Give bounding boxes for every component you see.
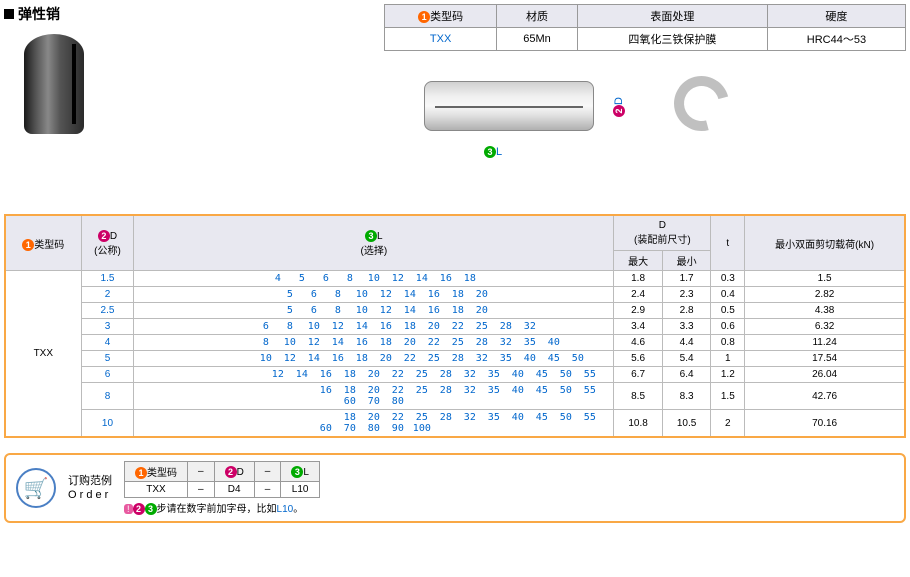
- t-cell: 1.5: [711, 383, 745, 410]
- l-cell: 182022252832354045505560708090100: [134, 410, 614, 438]
- l-cell: 568101214161820: [134, 287, 614, 303]
- dmax-cell: 2.4: [614, 287, 663, 303]
- l-cell: 568101214161820: [134, 303, 614, 319]
- d-cell: 3: [81, 319, 134, 335]
- dimension-L: 3L: [484, 146, 502, 158]
- order-example-box: 🛒 订购范例 O r d e r 1类型码 – 2D – 3L TXX – D4…: [4, 453, 906, 523]
- l-cell: 45681012141618: [134, 271, 614, 287]
- d-cell: 2.5: [81, 303, 134, 319]
- dmin-cell: 2.3: [662, 287, 711, 303]
- pin-side-view: [424, 81, 594, 131]
- s-cell: 11.24: [745, 335, 905, 351]
- l-cell: 8101214161820222528323540: [134, 335, 614, 351]
- s-cell: 17.54: [745, 351, 905, 367]
- pin-image: [24, 34, 84, 134]
- dmin-cell: 3.3: [662, 319, 711, 335]
- pin-end-view: [664, 66, 739, 141]
- dmin-cell: 8.3: [662, 383, 711, 410]
- l-cell: 161820222528323540455055607080: [134, 383, 614, 410]
- s-cell: 70.16: [745, 410, 905, 438]
- cart-icon: 🛒: [16, 468, 56, 508]
- dmin-cell: 10.5: [662, 410, 711, 438]
- note-badge-icon: !: [124, 504, 133, 514]
- order-note: !23步请在数字前加字母，比如L10。: [124, 500, 320, 515]
- dmin-cell: 1.7: [662, 271, 711, 287]
- s-cell: 2.82: [745, 287, 905, 303]
- t-cell: 1: [711, 351, 745, 367]
- dmax-cell: 2.9: [614, 303, 663, 319]
- dmax-cell: 6.7: [614, 367, 663, 383]
- order-label: 订购范例 O r d e r: [68, 474, 112, 503]
- s-cell: 1.5: [745, 271, 905, 287]
- dmin-cell: 2.8: [662, 303, 711, 319]
- t-cell: 0.8: [711, 335, 745, 351]
- d-cell: 4: [81, 335, 134, 351]
- dmax-cell: 3.4: [614, 319, 663, 335]
- d-cell: 10: [81, 410, 134, 438]
- title-marker: [4, 9, 14, 19]
- type-code-cell: TXX: [5, 271, 81, 438]
- s-cell: 6.32: [745, 319, 905, 335]
- technical-diagram: 3L 2D: [384, 61, 906, 181]
- left-panel: 弹性销: [4, 4, 374, 194]
- s-cell: 26.04: [745, 367, 905, 383]
- right-panel: 1类型码 材质 表面处理 硬度 TXX 65Mn 四氧化三铁保护膜 HRC44～…: [384, 4, 906, 194]
- t-cell: 0.6: [711, 319, 745, 335]
- badge-1-icon: 1: [418, 11, 430, 23]
- d-cell: 8: [81, 383, 134, 410]
- d-cell: 6: [81, 367, 134, 383]
- l-cell: 6810121416182022252832: [134, 319, 614, 335]
- t-cell: 2: [711, 410, 745, 438]
- dmin-cell: 5.4: [662, 351, 711, 367]
- dmax-cell: 10.8: [614, 410, 663, 438]
- order-table: 1类型码 – 2D – 3L TXX – D4 – L10: [124, 461, 320, 498]
- dmax-cell: 4.6: [614, 335, 663, 351]
- dmax-cell: 1.8: [614, 271, 663, 287]
- t-cell: 1.2: [711, 367, 745, 383]
- d-cell: 2: [81, 287, 134, 303]
- t-cell: 0.3: [711, 271, 745, 287]
- spec-table: 1类型码 材质 表面处理 硬度 TXX 65Mn 四氧化三铁保护膜 HRC44～…: [384, 4, 906, 51]
- s-cell: 42.76: [745, 383, 905, 410]
- data-table: 1类型码 2D(公称) 3L(选择) D(装配前尺寸) t 最小双面剪切载荷(k…: [4, 214, 906, 438]
- s-cell: 4.38: [745, 303, 905, 319]
- page-title: 弹性销: [18, 4, 60, 24]
- l-cell: 1214161820222528323540455055: [134, 367, 614, 383]
- dmin-cell: 4.4: [662, 335, 711, 351]
- dmin-cell: 6.4: [662, 367, 711, 383]
- t-cell: 0.5: [711, 303, 745, 319]
- t-cell: 0.4: [711, 287, 745, 303]
- dmax-cell: 8.5: [614, 383, 663, 410]
- d-cell: 5: [81, 351, 134, 367]
- l-cell: 1012141618202225283235404550: [134, 351, 614, 367]
- dmax-cell: 5.6: [614, 351, 663, 367]
- dimension-D: 2D: [613, 97, 625, 117]
- d-cell: 1.5: [81, 271, 134, 287]
